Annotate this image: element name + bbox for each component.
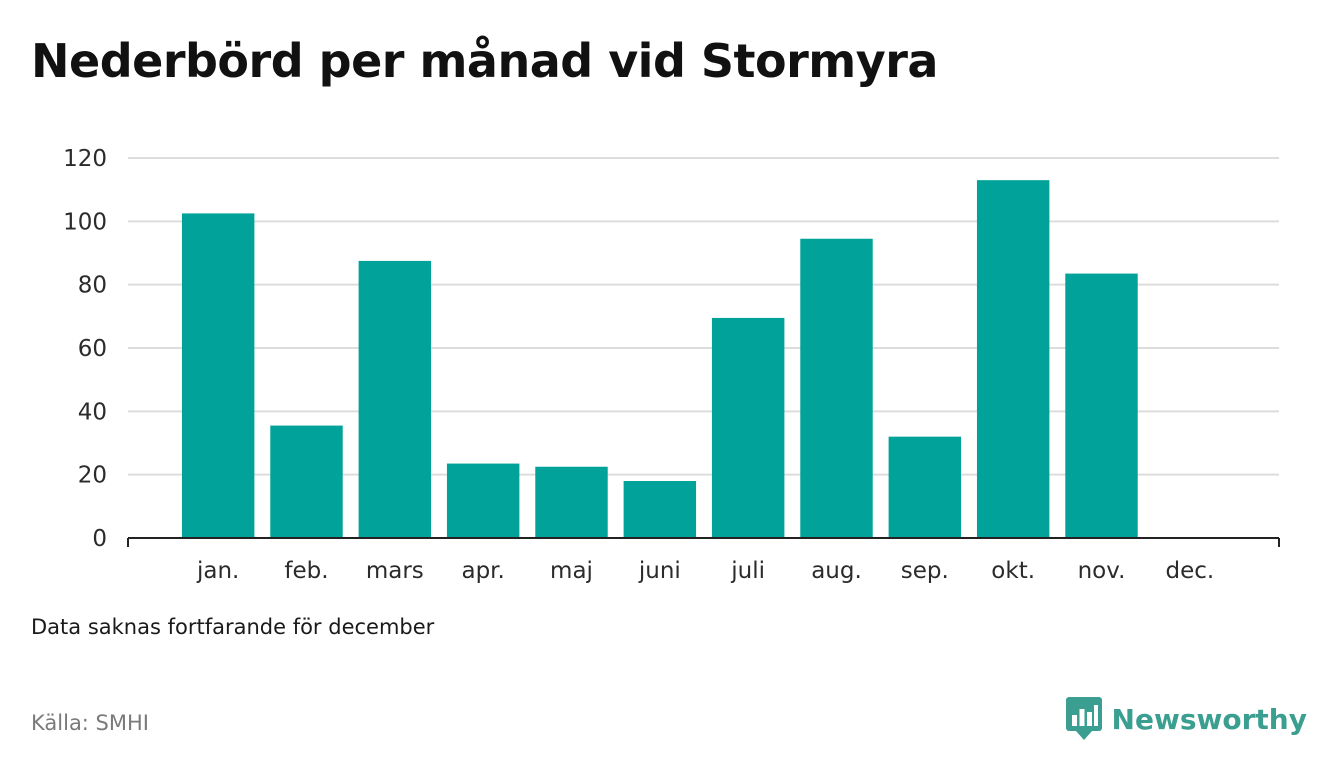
x-tick-label: okt.	[991, 558, 1035, 584]
bar	[1065, 273, 1138, 538]
bar	[181, 213, 255, 538]
x-tick-label: nov.	[1078, 558, 1126, 584]
x-tick-label: maj	[550, 558, 593, 584]
y-tick-label: 80	[78, 273, 107, 299]
newsworthy-logo-icon	[1065, 697, 1102, 740]
bar	[623, 481, 697, 538]
bar	[976, 180, 1050, 538]
bar	[270, 425, 343, 538]
y-tick-label: 100	[63, 209, 107, 235]
x-tick-label: jan.	[196, 558, 239, 584]
missing-data-note: Data saknas fortfarande för december	[31, 615, 435, 639]
bar	[446, 463, 520, 538]
x-tick-label: aug.	[811, 558, 862, 584]
bars	[181, 180, 1138, 538]
bar	[711, 317, 785, 538]
bar	[535, 466, 608, 538]
y-tick-label: 60	[78, 336, 107, 362]
bar	[888, 436, 962, 538]
x-axis-ticks: jan. feb. mars apr. maj juni juli aug. sep. okt. n…	[196, 558, 1214, 584]
x-axis	[127, 537, 1280, 547]
brand-name: Newsworthy	[1111, 702, 1307, 736]
x-tick-label: sep.	[901, 558, 949, 584]
x-tick-label: mars	[366, 558, 424, 584]
source-credit: Källa: SMHI	[31, 711, 149, 735]
brand-logo: Newsworthy	[1065, 697, 1307, 741]
y-tick-label: 40	[78, 399, 107, 425]
x-tick-label: feb.	[284, 558, 328, 584]
y-tick-label: 20	[78, 463, 107, 489]
x-tick-label: dec.	[1165, 558, 1214, 584]
y-tick-label: 120	[63, 146, 107, 172]
y-tick-label: 0	[92, 526, 107, 552]
x-tick-label: juli	[730, 558, 765, 584]
bar	[800, 238, 873, 538]
x-tick-label: apr.	[461, 558, 504, 584]
y-axis-ticks: 0 20 40 60 80 100 120	[63, 146, 107, 552]
chart-title: Nederbörd per månad vid Stormyra	[31, 34, 938, 88]
bar	[358, 260, 432, 538]
x-tick-label: juni	[638, 558, 681, 584]
